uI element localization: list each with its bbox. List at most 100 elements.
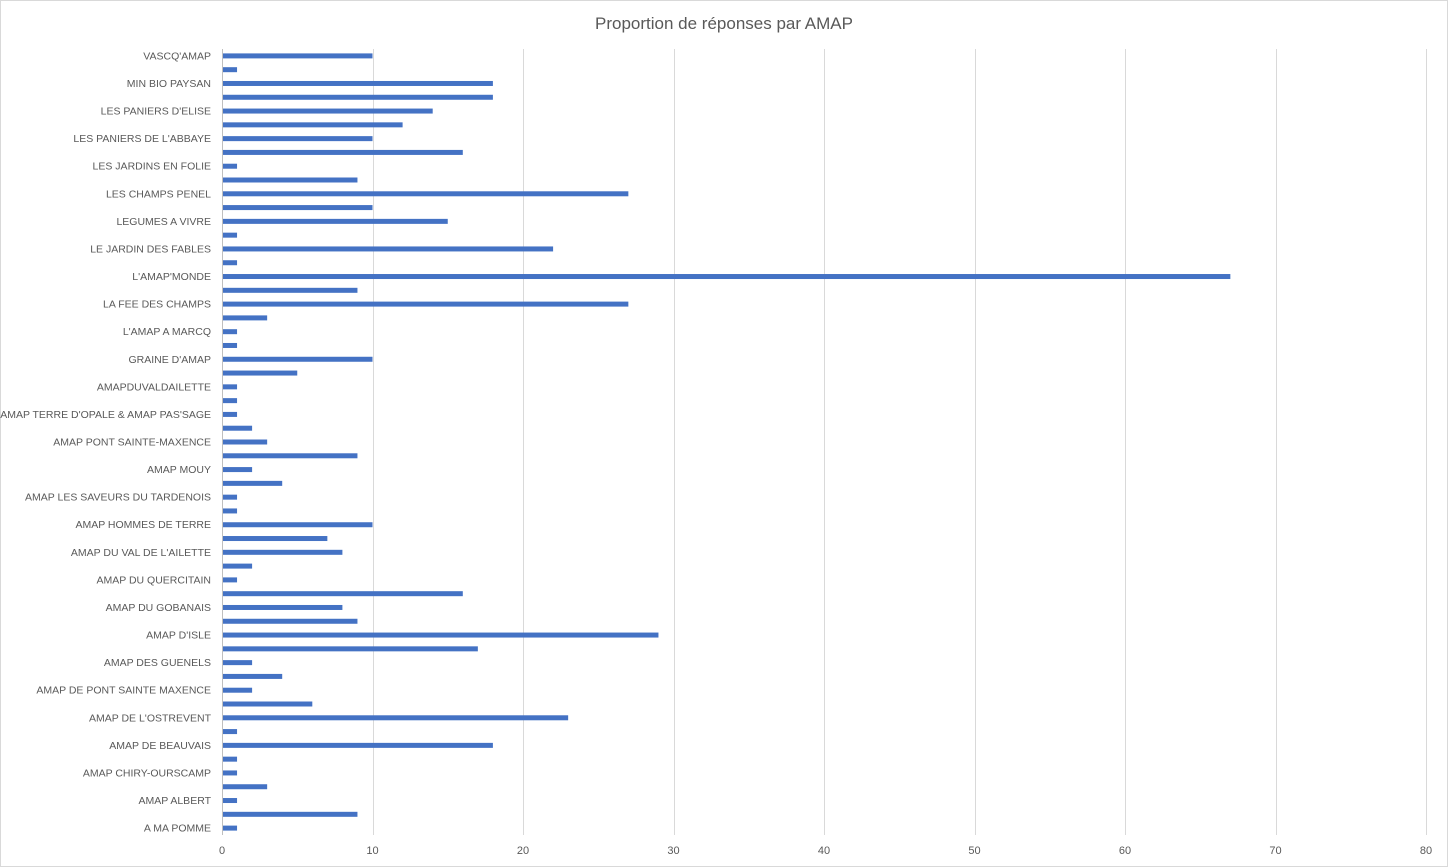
category-label: AMAP DU VAL DE L'AILETTE [71, 547, 211, 559]
bar [223, 329, 238, 335]
category-label: LEGUMES A VIVRE [116, 216, 211, 228]
bar [223, 370, 298, 376]
category-label: AMAP DU GOBANAIS [106, 602, 211, 614]
category-label: LES JARDINS EN FOLIE [93, 161, 211, 173]
category-label: MIN BIO PAYSAN [127, 78, 211, 90]
bar [223, 715, 569, 721]
category-label: AMAP DE PONT SAINTE MAXENCE [36, 685, 211, 697]
bar [223, 398, 238, 404]
bar [223, 301, 629, 307]
category-label: A MA POMME [144, 823, 211, 835]
x-tick-label: 0 [219, 845, 225, 857]
bar [223, 770, 238, 776]
bar [223, 205, 373, 211]
x-tick-label: 40 [818, 845, 830, 857]
bar [223, 701, 313, 707]
bar [223, 53, 373, 59]
bar [223, 136, 373, 142]
category-label: AMAP PONT SAINTE-MAXENCE [53, 437, 211, 449]
bar [223, 191, 629, 197]
category-label: L'AMAP A MARCQ [123, 326, 211, 338]
x-tick-label: 30 [667, 845, 679, 857]
bar [223, 177, 358, 183]
x-tick-labels: 0 10 20 30 40 50 60 70 80 [219, 845, 1432, 857]
bar [223, 591, 463, 597]
bar [223, 108, 433, 114]
bar [223, 604, 343, 610]
bar [223, 825, 238, 831]
bar [223, 494, 238, 500]
x-tick-label: 50 [968, 845, 980, 857]
bar [223, 218, 448, 224]
bar [223, 467, 253, 473]
bar [223, 287, 358, 293]
bar [223, 80, 493, 86]
category-label: AMAP LES SAVEURS DU TARDENOIS [25, 492, 211, 504]
bar [223, 729, 238, 735]
category-label: AMAP DE L'OSTREVENT [89, 712, 212, 724]
bar [223, 67, 238, 73]
bar [223, 811, 358, 817]
category-label: AMAP MOUY [147, 464, 211, 476]
bar [223, 163, 238, 169]
chart-title: Proportion de réponses par AMAP [595, 14, 853, 33]
bar [223, 94, 493, 100]
bar [223, 439, 268, 445]
category-label: AMAP HOMMES DE TERRE [75, 519, 211, 531]
bar [223, 342, 238, 348]
x-tick-label: 70 [1269, 845, 1281, 857]
category-label: AMAP DU QUERCITAIN [96, 574, 211, 586]
bar [223, 232, 238, 238]
category-label: LES PANIERS DE L'ABBAYE [73, 133, 211, 145]
bar [223, 632, 659, 638]
bar [223, 742, 493, 748]
bar [223, 411, 238, 417]
bar [223, 274, 1231, 280]
bar [223, 453, 358, 459]
bar [223, 660, 253, 666]
category-label: VASCQ'AMAP [143, 50, 211, 62]
bar [223, 646, 478, 652]
category-label: AMAP DE BEAUVAIS [109, 740, 211, 752]
bar [223, 508, 238, 514]
bar [223, 260, 238, 266]
category-label: LES CHAMPS PENEL [106, 188, 211, 200]
x-tick-label: 10 [366, 845, 378, 857]
bar [223, 522, 373, 528]
category-label: AMAPDUVALDAILETTE [97, 381, 211, 393]
category-label: LE JARDIN DES FABLES [90, 243, 211, 255]
bar [223, 784, 268, 790]
bar [223, 536, 328, 542]
bar [223, 549, 343, 555]
category-label: AMAP DES GUENELS [104, 657, 211, 669]
bar [223, 577, 238, 583]
x-tick-label: 20 [517, 845, 529, 857]
bar [223, 673, 283, 679]
bar [223, 798, 238, 804]
category-label: LA FEE DES CHAMPS [103, 299, 211, 311]
bar [223, 384, 238, 390]
category-label: AMAP TERRE D'OPALE & AMAP PAS'SAGE [0, 409, 211, 421]
x-tick-label: 80 [1420, 845, 1432, 857]
x-tick-label: 60 [1119, 845, 1131, 857]
category-label: L'AMAP'MONDE [132, 271, 211, 283]
bar [223, 425, 253, 431]
category-label: GRAINE D'AMAP [128, 354, 211, 366]
bar [223, 315, 268, 321]
category-label: AMAP D'ISLE [146, 630, 211, 642]
bar [223, 756, 238, 762]
category-label: AMAP ALBERT [138, 795, 211, 807]
bars [223, 53, 1231, 831]
bar [223, 687, 253, 693]
bar [223, 246, 554, 252]
category-labels: A MA POMME AMAP ALBERT AMAP CHIRY-OURSCAMP… [0, 50, 211, 834]
bar [223, 563, 253, 569]
category-label: AMAP CHIRY-OURSCAMP [83, 767, 211, 779]
bar [223, 480, 283, 486]
bar [223, 356, 373, 362]
bar [223, 149, 463, 155]
bar [223, 122, 403, 128]
